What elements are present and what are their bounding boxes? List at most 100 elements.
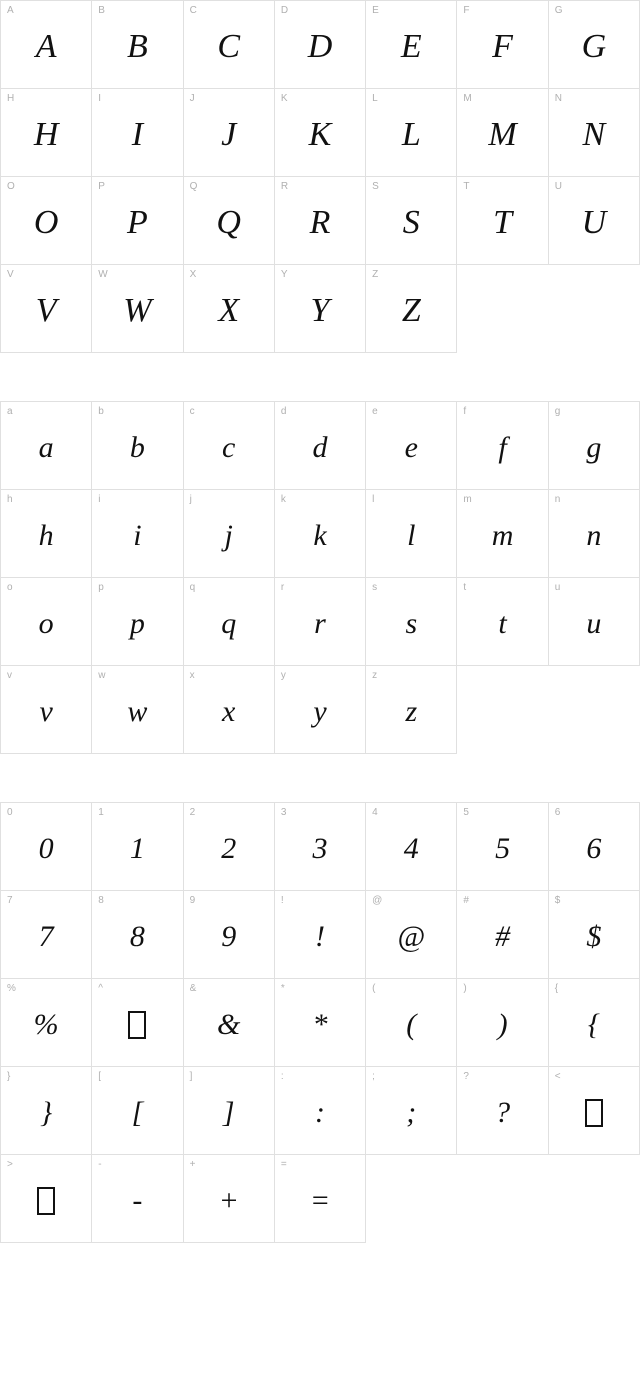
cell-label: I [98,93,101,104]
glyph: L [402,118,421,152]
glyph: 4 [404,834,419,864]
glyph: y [313,697,326,727]
cell-label: ! [281,895,284,906]
cell-label: r [281,582,284,593]
glyph-cell: {{ [549,979,640,1067]
cell-label: @ [372,895,382,906]
glyph-cell: ee [366,402,457,490]
glyph-cell: vv [1,666,92,754]
glyph: D [308,30,333,64]
glyph: ; [406,1098,416,1128]
glyph-cell: VV [1,265,92,353]
glyph-cell: NN [549,89,640,177]
glyph-cell: ii [92,490,183,578]
glyph: 3 [312,834,327,864]
glyph: s [405,609,417,639]
glyph: z [405,697,417,727]
glyph-cell: qq [184,578,275,666]
glyph-cell: XX [184,265,275,353]
glyph-cell: %% [1,979,92,1067]
cell-label: 5 [463,807,469,818]
glyph: 0 [39,834,54,864]
cell-label: b [98,406,104,417]
glyph-cell: II [92,89,183,177]
glyph: S [403,206,420,240]
cell-label: V [7,269,14,280]
cell-label: q [190,582,196,593]
glyph: O [34,206,59,240]
glyph-cell: bb [92,402,183,490]
cell-label: 7 [7,895,13,906]
glyph-cell: mm [457,490,548,578]
glyph: d [312,433,327,463]
character-map: AABBCCDDEEFFGGHHIIJJKKLLMMNNOOPPQQRRSSTT… [0,0,640,1243]
cell-label: 2 [190,807,196,818]
cell-label: o [7,582,13,593]
glyph: P [127,206,148,240]
glyph-cell: 88 [92,891,183,979]
cell-label: Q [190,181,198,192]
glyph-cell: QQ [184,177,275,265]
glyph-cell: LL [366,89,457,177]
glyph: r [314,609,326,639]
glyph-cell: WW [92,265,183,353]
glyph-cell: RR [275,177,366,265]
cell-label: G [555,5,563,16]
glyph-cell: 55 [457,803,548,891]
cell-label: k [281,494,286,505]
glyph: N [583,118,606,152]
cell-label: m [463,494,471,505]
cell-label: d [281,406,287,417]
glyph-cell: rr [275,578,366,666]
cell-label: s [372,582,377,593]
glyph: = [310,1186,330,1216]
glyph-cell: :: [275,1067,366,1155]
glyph-cell: }} [1,1067,92,1155]
glyph: i [133,521,141,551]
cell-label: : [281,1071,284,1082]
glyph-cell: KK [275,89,366,177]
cell-label: x [190,670,195,681]
cell-label: K [281,93,288,104]
cell-label: # [463,895,469,906]
empty-cell [457,666,548,754]
glyph-cell: 11 [92,803,183,891]
glyph: @ [397,922,425,952]
cell-label: ] [190,1071,193,1082]
glyph: k [313,521,326,551]
glyph-cell: ww [92,666,183,754]
glyph: f [498,433,506,463]
cell-label: A [7,5,14,16]
empty-cell [457,265,548,353]
glyph: T [493,206,512,240]
glyph: o [39,609,54,639]
glyph-missing [128,1011,146,1039]
glyph-cell: YY [275,265,366,353]
glyph: Q [216,206,241,240]
glyph: + [219,1186,239,1216]
glyph: t [498,609,506,639]
glyph: 9 [221,922,236,952]
cell-label: n [555,494,561,505]
cell-label: l [372,494,374,505]
cell-label: t [463,582,466,593]
section-symbols: 00112233445566778899!!@@##$$%%^&&**(()){… [0,802,640,1243]
glyph-cell: 99 [184,891,275,979]
glyph: w [127,697,147,727]
glyph: U [582,206,607,240]
empty-cell [457,1155,548,1243]
glyph-cell: kk [275,490,366,578]
cell-label: O [7,181,15,192]
cell-label: N [555,93,562,104]
cell-label: g [555,406,561,417]
glyph-cell: jj [184,490,275,578]
glyph: 7 [39,922,54,952]
glyph-cell: dd [275,402,366,490]
glyph: E [401,30,422,64]
cell-label: v [7,670,12,681]
glyph-cell: 33 [275,803,366,891]
cell-label: D [281,5,288,16]
glyph: 6 [586,834,601,864]
glyph-cell: ++ [184,1155,275,1243]
glyph-cell: cc [184,402,275,490]
